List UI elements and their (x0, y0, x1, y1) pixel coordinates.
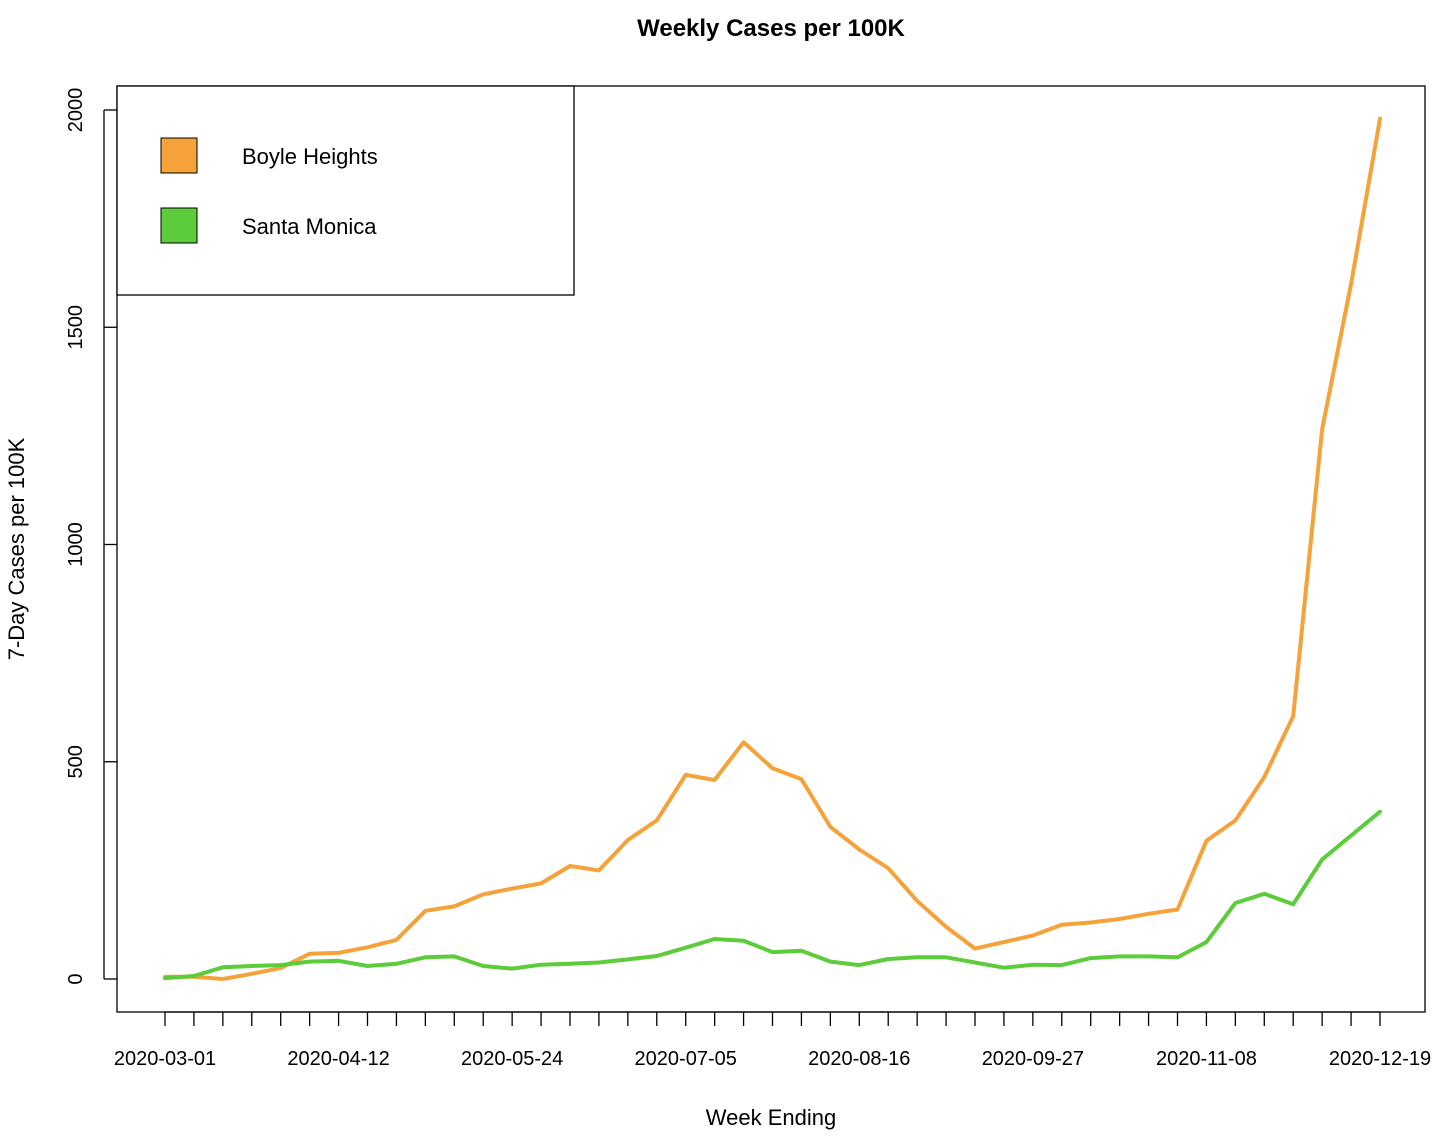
legend-box (116, 85, 575, 296)
y-tick-label: 0 (65, 973, 87, 984)
x-tick-label: 2020-09-27 (982, 1048, 1084, 1070)
x-tick-label: 2020-11-08 (1156, 1048, 1257, 1070)
x-tick-label: 2020-03-01 (114, 1048, 216, 1070)
x-axis: 2020-03-01 2020-04-12 2020-05-24 2020-07-05… (114, 1011, 1431, 1070)
legend-swatch-boyle-heights (160, 137, 198, 174)
chart-title: Weekly Cases per 100K (637, 15, 905, 42)
y-tick-label: 2000 (65, 88, 87, 133)
x-tick-label: 2020-12-19 (1329, 1048, 1431, 1070)
x-tick-label: 2020-05-24 (461, 1048, 563, 1070)
y-tick-label: 1500 (65, 305, 87, 350)
legend-swatch-santa-monica (160, 207, 198, 244)
legend-label-boyle-heights: Boyle Heights (242, 144, 378, 169)
x-tick-label: 2020-04-12 (287, 1048, 389, 1070)
y-axis: 0 500 1000 1500 2000 (65, 88, 117, 985)
y-tick-label: 1000 (65, 522, 87, 567)
y-axis-label: 7-Day Cases per 100K (4, 437, 29, 660)
series-line-boyle-heights (163, 116, 1382, 981)
x-tick-label: 2020-08-16 (808, 1048, 910, 1070)
legend: Boyle Heights Santa Monica (116, 85, 575, 296)
series-lines (163, 116, 1382, 981)
series-line-santa-monica (163, 809, 1382, 981)
x-tick-label: 2020-07-05 (635, 1048, 737, 1070)
y-tick-label: 500 (65, 745, 87, 778)
legend-label-santa-monica: Santa Monica (242, 214, 377, 239)
x-axis-label: Week Ending (706, 1105, 836, 1130)
